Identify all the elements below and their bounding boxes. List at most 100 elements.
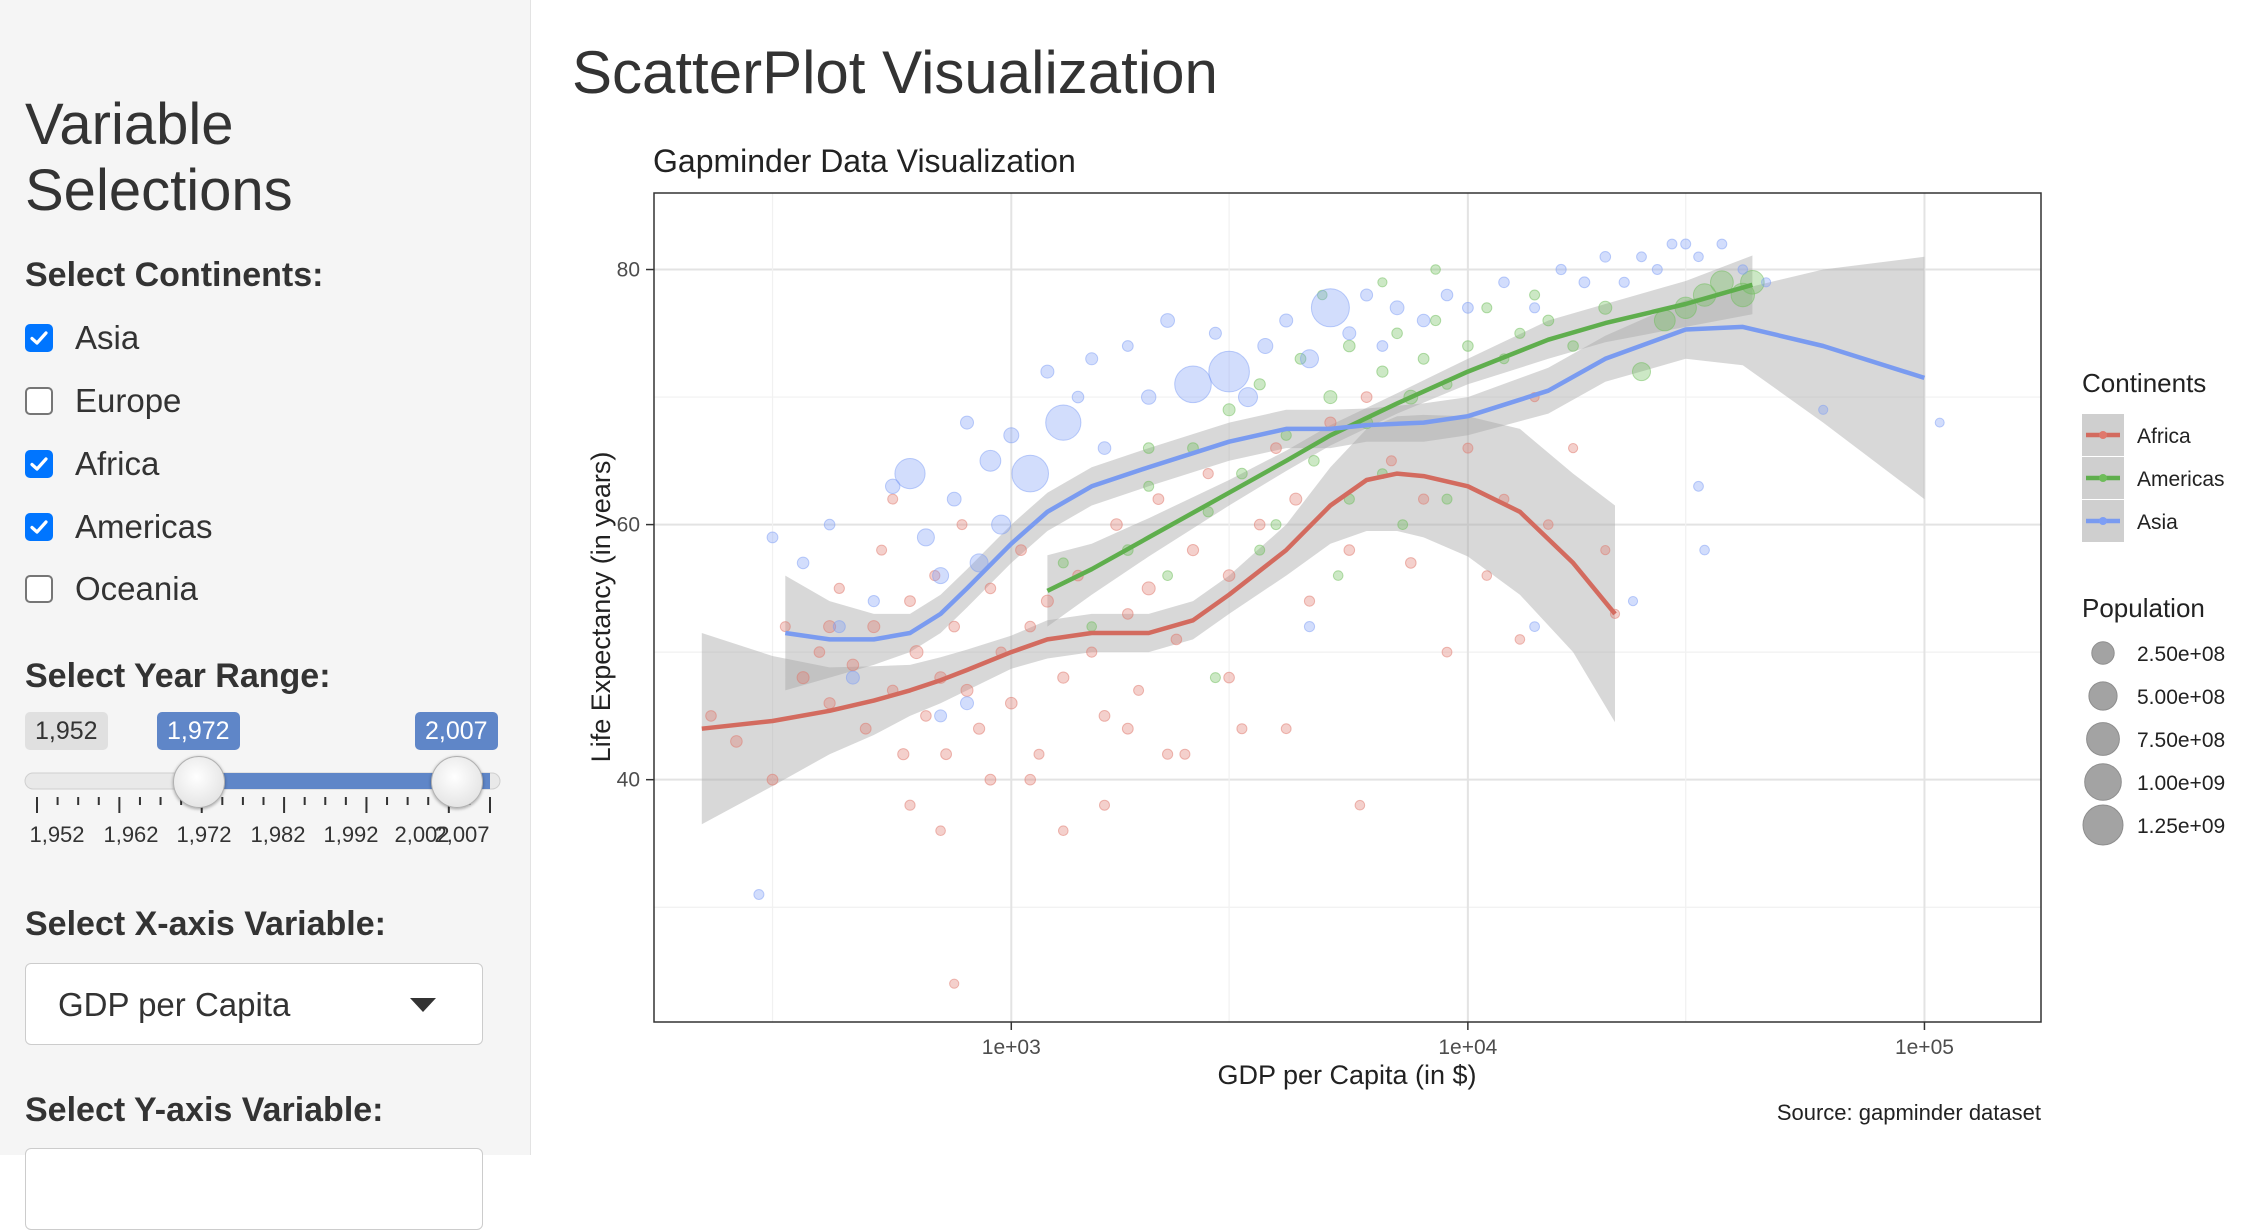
checkbox-asia[interactable]: Asia bbox=[25, 316, 139, 360]
slider-handle-to[interactable] bbox=[431, 756, 483, 808]
data-point-asia bbox=[1121, 340, 1134, 352]
data-point-africa bbox=[846, 658, 860, 672]
slider-handle-from[interactable] bbox=[173, 756, 225, 808]
data-point-asia bbox=[1555, 263, 1567, 276]
data-point-asia bbox=[1440, 288, 1454, 302]
data-point-africa bbox=[949, 978, 960, 989]
data-point-asia bbox=[1257, 338, 1274, 354]
data-point-asia bbox=[1498, 276, 1510, 289]
plot-panel-border bbox=[653, 192, 2042, 1023]
data-point-africa bbox=[1405, 557, 1417, 569]
data-point-asia bbox=[766, 531, 779, 544]
data-point-asia bbox=[832, 620, 846, 634]
data-point-africa bbox=[823, 697, 836, 710]
data-point-asia bbox=[1618, 276, 1630, 288]
slider-min-label: 1,952 bbox=[25, 712, 108, 750]
data-point-americas bbox=[1143, 480, 1155, 492]
legend-size-label: 5.00e+08 bbox=[2137, 686, 2225, 709]
data-point-americas bbox=[1653, 309, 1676, 332]
data-point-asia bbox=[1045, 404, 1082, 441]
checkbox-checked-icon[interactable] bbox=[25, 450, 53, 478]
legend-size-circle bbox=[2086, 722, 2120, 756]
data-point-africa bbox=[1162, 748, 1174, 760]
checkbox-label: Americas bbox=[75, 508, 213, 545]
data-point-asia bbox=[1376, 340, 1389, 352]
smooth-line-asia bbox=[784, 324, 1926, 642]
data-point-americas bbox=[1632, 362, 1651, 382]
x-tick-label: 1e+03 bbox=[982, 1036, 1041, 1059]
data-point-asia bbox=[1651, 264, 1663, 275]
data-point-asia bbox=[1238, 387, 1258, 408]
data-point-africa bbox=[1543, 519, 1554, 530]
data-point-africa bbox=[940, 748, 953, 761]
data-point-africa bbox=[1481, 570, 1493, 581]
legend-size-label: 2.50e+08 bbox=[2137, 643, 2225, 666]
data-point-africa bbox=[887, 493, 899, 505]
data-point-americas bbox=[1162, 570, 1173, 582]
data-point-africa bbox=[766, 773, 779, 786]
data-point-africa bbox=[876, 544, 888, 556]
data-point-africa bbox=[973, 722, 986, 735]
data-point-asia bbox=[1462, 301, 1474, 314]
data-point-africa bbox=[1253, 518, 1266, 531]
checkbox-africa[interactable]: Africa bbox=[25, 442, 159, 486]
data-point-asia bbox=[1934, 417, 1945, 428]
data-point-asia bbox=[1529, 302, 1541, 314]
data-point-africa bbox=[904, 595, 916, 608]
legend-label-americas: Americas bbox=[2137, 468, 2225, 491]
data-point-americas bbox=[1598, 300, 1613, 315]
checkbox-oceania[interactable]: Oceania bbox=[25, 567, 198, 611]
y-axis-select[interactable] bbox=[25, 1148, 483, 1230]
slider-track[interactable] bbox=[0, 762, 531, 842]
slider-tick-label: 1,982 bbox=[250, 822, 306, 847]
checkbox-icon[interactable] bbox=[25, 575, 53, 603]
data-point-americas bbox=[1567, 340, 1579, 352]
legend-size-label: 1.25e+09 bbox=[2137, 815, 2225, 838]
data-point-asia bbox=[1627, 596, 1639, 607]
data-point-africa bbox=[1152, 493, 1165, 506]
slider-range-fill[interactable] bbox=[201, 773, 490, 789]
data-point-africa bbox=[859, 722, 872, 735]
data-point-asia bbox=[796, 556, 810, 570]
data-point-africa bbox=[1141, 581, 1156, 596]
slider-tick-label: 2,002 bbox=[394, 822, 450, 847]
data-point-americas bbox=[1209, 672, 1221, 684]
data-point-asia bbox=[1680, 238, 1692, 250]
confidence-band-africa bbox=[701, 414, 1615, 825]
data-point-americas bbox=[1332, 570, 1344, 581]
data-point-asia bbox=[932, 567, 950, 585]
checkbox-icon[interactable] bbox=[25, 387, 53, 415]
data-point-africa bbox=[823, 620, 837, 634]
checkbox-checked-icon[interactable] bbox=[25, 324, 53, 352]
y-tick-label: 60 bbox=[617, 514, 640, 537]
data-point-africa bbox=[1202, 468, 1214, 480]
data-point-americas bbox=[1270, 519, 1282, 531]
year-range-slider[interactable]: 1,952 1,972 2,007 1,952 1,962 1,972 1,98… bbox=[0, 700, 531, 860]
data-point-asia bbox=[885, 478, 901, 494]
data-point-americas bbox=[1397, 519, 1409, 531]
data-point-americas bbox=[1441, 493, 1453, 505]
x-axis-select-value: GDP per Capita bbox=[58, 986, 291, 1023]
data-point-asia bbox=[1040, 364, 1055, 379]
data-point-asia bbox=[1160, 313, 1175, 328]
checkbox-europe[interactable]: Europe bbox=[25, 379, 181, 423]
data-point-africa bbox=[1223, 671, 1235, 684]
slider-to-label: 2,007 bbox=[415, 712, 498, 750]
data-point-asia bbox=[1761, 277, 1772, 288]
legend-key-point bbox=[2099, 474, 2107, 482]
data-point-americas bbox=[1222, 403, 1236, 417]
checkbox-americas[interactable]: Americas bbox=[25, 505, 213, 549]
data-point-africa bbox=[948, 620, 961, 633]
x-axis-select[interactable]: GDP per Capita bbox=[25, 963, 483, 1045]
data-point-africa bbox=[1441, 646, 1453, 658]
confidence-band-americas bbox=[1047, 255, 1753, 627]
legend-label-asia: Asia bbox=[2137, 511, 2178, 534]
checkbox-checked-icon[interactable] bbox=[25, 513, 53, 541]
data-point-africa bbox=[1110, 518, 1123, 531]
data-point-asia bbox=[1666, 238, 1678, 250]
data-point-asia bbox=[1300, 349, 1319, 369]
data-point-asia bbox=[1716, 238, 1728, 250]
data-point-africa bbox=[705, 710, 717, 722]
data-point-asia bbox=[916, 528, 935, 547]
data-point-asia bbox=[1174, 365, 1212, 404]
